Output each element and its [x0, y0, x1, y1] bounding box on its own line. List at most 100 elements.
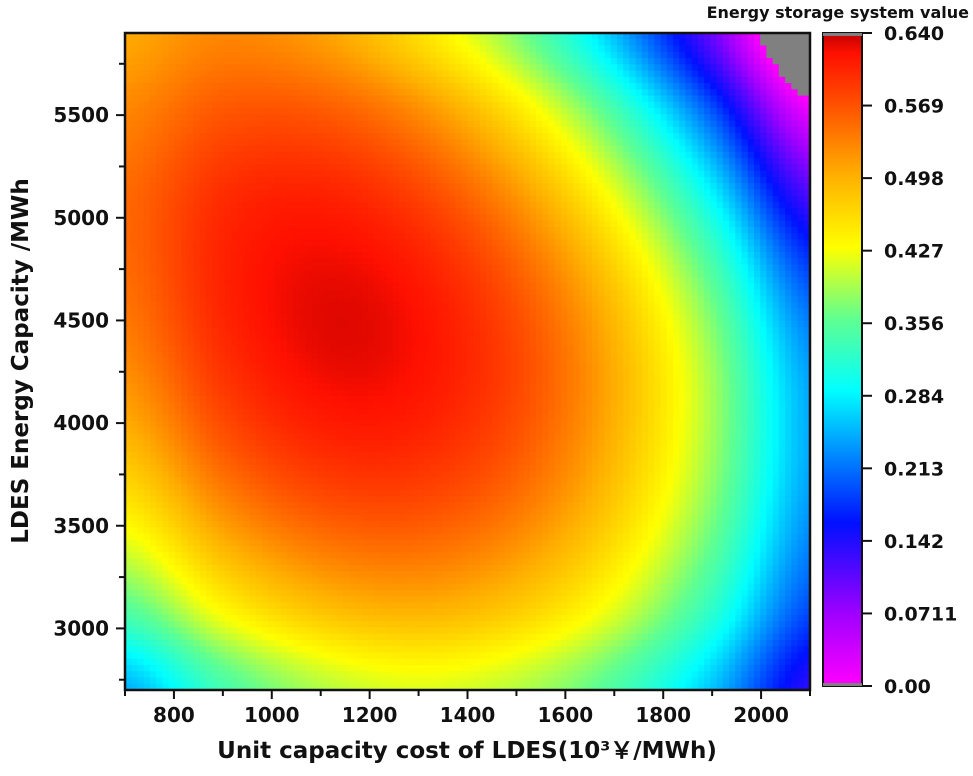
heatmap-cell	[492, 120, 500, 128]
heatmap-cell	[330, 270, 338, 278]
heatmap-cell	[747, 176, 755, 184]
heatmap-cell	[536, 283, 543, 291]
heatmap-cell	[486, 245, 494, 253]
heatmap-cell	[143, 95, 151, 103]
heatmap-cell	[641, 214, 649, 222]
heatmap-cell	[778, 258, 786, 266]
heatmap-cell	[610, 302, 618, 309]
heatmap-cell	[791, 101, 799, 109]
heatmap-cell	[486, 76, 494, 84]
heatmap-cell	[542, 108, 550, 115]
heatmap-cell	[280, 133, 288, 140]
heatmap-cell	[648, 76, 655, 84]
heatmap-cell	[374, 108, 381, 115]
heatmap-cell	[243, 201, 251, 209]
heatmap-cell	[349, 176, 357, 184]
heatmap-cell	[492, 133, 500, 140]
heatmap-cell	[218, 302, 226, 309]
heatmap-cell	[679, 220, 687, 228]
heatmap-cell	[318, 308, 325, 316]
heatmap-cell	[262, 195, 269, 203]
heatmap-cell	[529, 195, 537, 203]
heatmap-cell	[125, 45, 132, 53]
heatmap-cell	[137, 308, 145, 316]
heatmap-cell	[255, 195, 263, 203]
heatmap-cell	[567, 101, 574, 109]
heatmap-cell	[585, 51, 593, 59]
heatmap-cell	[243, 233, 251, 241]
heatmap-cell	[772, 120, 780, 128]
heatmap-cell	[666, 220, 674, 228]
heatmap-cell	[392, 226, 400, 234]
heatmap-cell	[125, 233, 132, 241]
heatmap-cell	[598, 233, 606, 241]
heatmap-cell	[361, 33, 369, 40]
heatmap-cell	[554, 233, 562, 241]
heatmap-cell	[741, 76, 749, 84]
heatmap-cell	[536, 302, 543, 309]
heatmap-cell	[716, 45, 724, 53]
heatmap-cell	[542, 120, 550, 128]
heatmap-cell	[679, 283, 687, 291]
heatmap-cell	[199, 195, 207, 203]
heatmap-cell	[399, 220, 406, 228]
heatmap-cell	[747, 252, 755, 259]
heatmap-cell	[697, 264, 705, 272]
heatmap-cell	[504, 302, 512, 309]
heatmap-cell	[205, 201, 213, 209]
heatmap-cell	[249, 176, 257, 184]
heatmap-cell	[598, 114, 606, 122]
heatmap-cell	[399, 189, 406, 197]
heatmap-cell	[262, 258, 269, 266]
heatmap-cell	[255, 64, 263, 72]
heatmap-cell	[330, 89, 338, 97]
heatmap-cell	[729, 114, 736, 122]
heatmap-cell	[753, 89, 761, 97]
heatmap-cell	[753, 83, 761, 90]
heatmap-cell	[797, 277, 805, 284]
heatmap-cell	[224, 139, 232, 147]
heatmap-cell	[735, 214, 743, 222]
heatmap-cell	[660, 133, 668, 140]
heatmap-cell	[149, 264, 157, 272]
heatmap-cell	[355, 76, 363, 84]
heatmap-cell	[455, 195, 462, 203]
heatmap-cell	[785, 108, 792, 115]
heatmap-cell	[778, 76, 786, 84]
heatmap-cell	[125, 108, 132, 115]
heatmap-cell	[423, 295, 431, 303]
heatmap-cell	[641, 139, 649, 147]
heatmap-cell	[286, 314, 294, 322]
heatmap-cell	[131, 108, 139, 115]
heatmap-cell	[268, 226, 276, 234]
heatmap-cell	[405, 95, 413, 103]
heatmap-cell	[641, 126, 649, 134]
heatmap-cell	[492, 283, 500, 291]
heatmap-cell	[187, 39, 195, 47]
heatmap-cell	[156, 220, 163, 228]
heatmap-cell	[573, 95, 581, 103]
heatmap-cell	[162, 45, 170, 53]
heatmap-cell	[299, 245, 307, 253]
heatmap-cell	[697, 283, 705, 291]
heatmap-cell	[504, 170, 512, 178]
heatmap-cell	[592, 120, 599, 128]
heatmap-cell	[791, 195, 799, 203]
heatmap-cell	[355, 70, 363, 78]
heatmap-cell	[685, 226, 693, 234]
heatmap-cell	[293, 101, 300, 109]
heatmap-cell	[355, 308, 363, 316]
heatmap-cell	[399, 64, 406, 72]
heatmap-cell	[486, 45, 494, 53]
heatmap-cell	[423, 164, 431, 172]
heatmap-cell	[262, 270, 269, 278]
heatmap-cell	[610, 51, 618, 59]
heatmap-cell	[772, 158, 780, 165]
heatmap-cell	[673, 189, 680, 197]
heatmap-cell	[567, 89, 574, 97]
heatmap-cell	[722, 308, 730, 316]
heatmap-cell	[324, 252, 332, 259]
heatmap-cell	[704, 208, 711, 216]
heatmap-cell	[772, 277, 780, 284]
heatmap-cell	[193, 214, 201, 222]
